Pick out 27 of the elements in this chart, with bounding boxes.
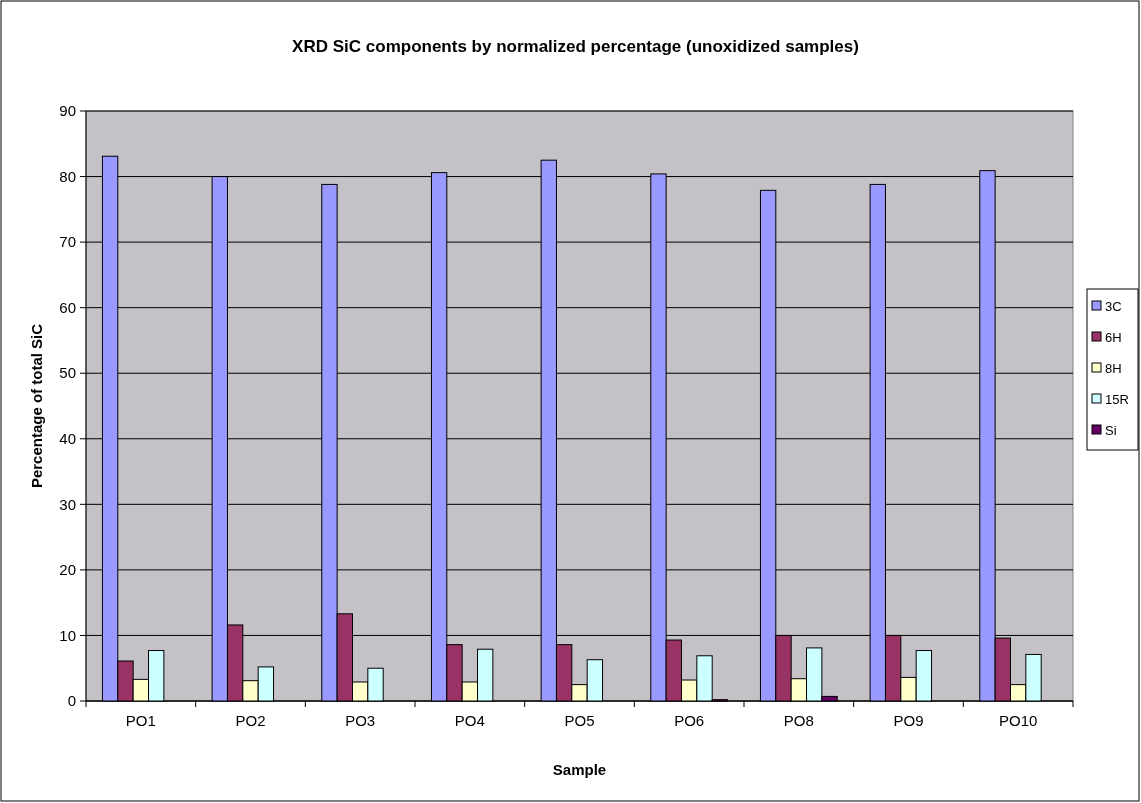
y-tick-label: 0 [67, 692, 76, 710]
x-tick-label: PO9 [893, 712, 924, 729]
x-tick-label: PO8 [783, 712, 814, 729]
x-axis-title: Sample [552, 761, 607, 778]
y-axis-title: Percentage of total SiC [28, 323, 45, 489]
y-tick-label: 50 [59, 364, 76, 382]
y-tick-label: 30 [59, 495, 76, 513]
x-tick-label: PO1 [125, 712, 156, 729]
y-tick-label: 20 [59, 561, 76, 579]
x-tick-label: PO3 [345, 712, 376, 729]
y-tick-label: 40 [59, 430, 76, 448]
y-tick-label: 10 [59, 626, 76, 644]
x-tick-label: PO2 [235, 712, 266, 729]
legend-label: 3C [1105, 298, 1122, 314]
y-tick-label: 80 [59, 167, 76, 185]
x-tick-label: PO6 [674, 712, 705, 729]
legend-label: 6H [1105, 329, 1122, 345]
y-tick-label: 70 [59, 233, 76, 251]
legend-label: 8H [1105, 360, 1122, 376]
y-tick-label: 90 [59, 102, 76, 120]
legend-label: 15R [1105, 391, 1129, 407]
x-tick-label: PO4 [454, 712, 485, 729]
y-tick-label: 60 [59, 298, 76, 316]
chart-title: XRD SiC components by normalized percentage (unoxidized samples) [292, 37, 859, 56]
legend-label: Si [1105, 422, 1117, 438]
x-tick-label: PO5 [564, 712, 595, 729]
x-tick-label: PO10 [998, 712, 1038, 729]
